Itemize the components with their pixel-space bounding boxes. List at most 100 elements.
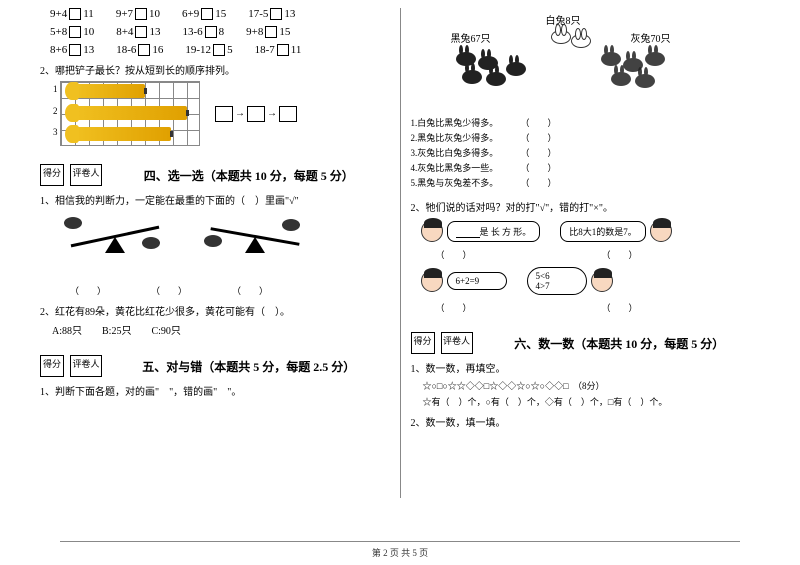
- eq: 5+810: [50, 26, 94, 38]
- shovel-num: 1: [53, 84, 58, 94]
- eq: 8+613: [50, 44, 94, 56]
- stmt: 4.灰兔比黑兔多一些。: [411, 161, 521, 174]
- eq: 9+710: [116, 8, 160, 20]
- eq: 19-125: [185, 44, 232, 56]
- paren-blank[interactable]: （ ）: [521, 161, 557, 174]
- answer-box[interactable]: [69, 8, 81, 20]
- section-6-title: 六、数一数（本题共 10 分，每题 5 分）: [479, 335, 761, 354]
- paren-row: （ ） （ ）: [436, 248, 761, 261]
- shape-counts[interactable]: ☆有（ ）个，○有（ ）个，◇有（ ）个，□有（ ）个。: [423, 395, 761, 408]
- equation-row: 5+810 8+413 13-68 9+815: [50, 26, 390, 38]
- paren-blank[interactable]: （ ）: [602, 248, 638, 261]
- paren-blank[interactable]: （ ）: [521, 146, 557, 159]
- shovel-num: 3: [53, 127, 58, 137]
- underline-blank[interactable]: [456, 228, 480, 238]
- s6-q2-label: 2、数一数，填一填。: [411, 414, 761, 429]
- paren-row: （ ） （ ）: [436, 301, 761, 314]
- eq: 17-513: [248, 8, 295, 20]
- equation-row: 9+411 9+710 6+915 17-513: [50, 8, 390, 20]
- face-icon: [591, 270, 613, 292]
- rabbit-gray-icon: [611, 72, 631, 86]
- answer-box[interactable]: [215, 106, 233, 122]
- answer-box[interactable]: [135, 26, 147, 38]
- answer-box[interactable]: [69, 26, 81, 38]
- paren-blank[interactable]: （ ）: [521, 176, 557, 189]
- reviewer-cell[interactable]: 评卷人: [441, 332, 473, 354]
- answer-box[interactable]: [213, 44, 225, 56]
- rabbit-gray-icon: [635, 74, 655, 88]
- shovel-num: 2: [53, 106, 58, 116]
- section-5-title: 五、对与错（本题共 5 分，每题 2.5 分）: [108, 358, 390, 377]
- rabbit-gray-icon: [601, 52, 621, 66]
- answer-box[interactable]: [138, 44, 150, 56]
- speech-area: 6+2=9 5<6 4>7: [421, 267, 761, 295]
- answer-box[interactable]: [270, 8, 282, 20]
- stmt: 5.黑兔与灰兔差不多。: [411, 176, 521, 189]
- mouse-icon: [142, 237, 160, 249]
- paren-blank[interactable]: （ ）: [521, 116, 557, 129]
- answer-box[interactable]: [201, 8, 213, 20]
- speech-area: 是 长 方 形。 比8大1的数是7。: [421, 220, 761, 242]
- shovel-diagram: 1 2 3 → →: [60, 81, 390, 146]
- paren-row[interactable]: （ ） （ ） （ ）: [70, 284, 390, 297]
- score-cell[interactable]: 得分: [40, 164, 64, 186]
- answer-box[interactable]: [279, 106, 297, 122]
- paren-blank[interactable]: （ ）: [436, 301, 472, 314]
- paren-blank[interactable]: （ ）: [602, 301, 638, 314]
- rabbit-white-icon: [551, 30, 571, 44]
- shovel-icon: [75, 106, 187, 120]
- answer-box[interactable]: [135, 8, 147, 20]
- paren-blank[interactable]: （ ）: [521, 131, 557, 144]
- score-block: 得分 评卷人 六、数一数（本题共 10 分，每题 5 分）: [411, 332, 761, 354]
- shovel-question-label: 2、哪把铲子最长？按从短到长的顺序排列。: [40, 62, 390, 77]
- s4-q1-label: 1、相信我的判断力，一定能在最重的下面的（ ）里画"√": [40, 192, 390, 207]
- order-flow: → →: [215, 106, 297, 122]
- eq: 9+815: [246, 26, 290, 38]
- shovel-icon: [75, 127, 171, 141]
- equation-row: 8+613 18-616 19-125 18-711: [50, 44, 390, 56]
- rabbit-white-icon: [571, 34, 591, 48]
- mouse-icon: [64, 217, 82, 229]
- black-rabbit-label: 黑兔67只: [451, 30, 491, 45]
- arrow-icon: →: [267, 108, 277, 119]
- seesaw-diagram: [60, 215, 390, 280]
- shovel-icon: [75, 84, 145, 98]
- page-footer: 第 2 页 共 5 页: [0, 541, 800, 559]
- answer-box[interactable]: [265, 26, 277, 38]
- answer-box[interactable]: [247, 106, 265, 122]
- answer-box[interactable]: [69, 44, 81, 56]
- rabbit-black-icon: [486, 72, 506, 86]
- eq: 8+413: [116, 26, 160, 38]
- eq: 9+411: [50, 8, 94, 20]
- score-cell[interactable]: 得分: [411, 332, 435, 354]
- speech-bubble: 6+2=9: [447, 272, 507, 290]
- speech-bubble: 比8大1的数是7。: [560, 221, 646, 242]
- paren-blank[interactable]: （ ）: [436, 248, 472, 261]
- s5-q1-label: 1、判断下面各题，对的画" "，错的画" "。: [40, 383, 390, 398]
- stmt: 3.灰兔比白兔多得多。: [411, 146, 521, 159]
- speech-bubble: 是 长 方 形。: [447, 221, 541, 242]
- rabbit-black-icon: [506, 62, 526, 76]
- arrow-icon: →: [235, 108, 245, 119]
- shape-sequence: ☆○□○☆☆◇◇□☆◇◇☆○☆○◇◇□ （8分）: [423, 379, 761, 392]
- answer-box[interactable]: [277, 44, 289, 56]
- reviewer-cell[interactable]: 评卷人: [70, 164, 102, 186]
- rabbit-gray-icon: [645, 52, 665, 66]
- face-icon: [650, 220, 672, 242]
- eq: 18-616: [116, 44, 163, 56]
- eq: 18-711: [255, 44, 302, 56]
- speech-item: 6+2=9: [421, 267, 507, 295]
- score-cell[interactable]: 得分: [40, 355, 64, 377]
- rabbit-black-icon: [462, 70, 482, 84]
- face-icon: [421, 270, 443, 292]
- speech-item: 比8大1的数是7。: [560, 220, 672, 242]
- face-icon: [421, 220, 443, 242]
- reviewer-cell[interactable]: 评卷人: [70, 355, 102, 377]
- mouse-icon: [204, 235, 222, 247]
- answer-box[interactable]: [205, 26, 217, 38]
- mouse-icon: [282, 219, 300, 231]
- section-4-title: 四、选一选（本题共 10 分，每题 5 分）: [108, 167, 390, 186]
- speech-bubble: 5<6 4>7: [527, 267, 587, 295]
- left-column: 9+411 9+710 6+915 17-513 5+810 8+413 13-…: [30, 8, 400, 518]
- score-block: 得分 评卷人 四、选一选（本题共 10 分，每题 5 分）: [40, 164, 390, 186]
